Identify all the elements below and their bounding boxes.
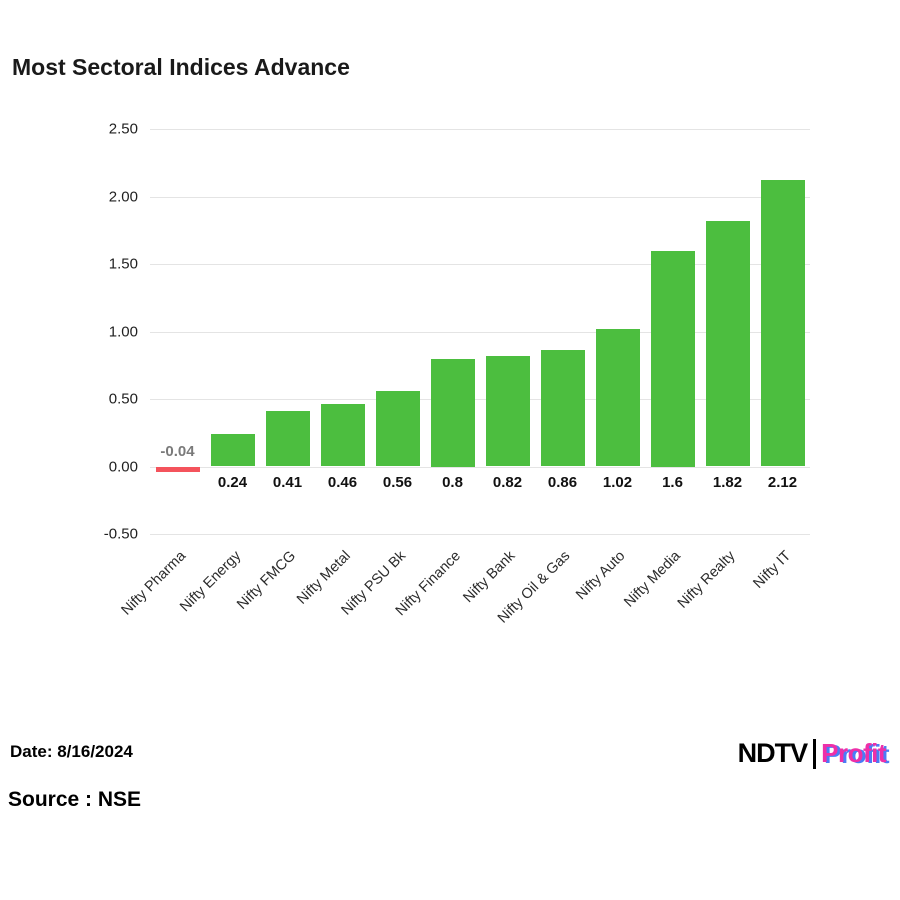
bar (375, 390, 420, 467)
x-category-label-text: Nifty Realty (675, 548, 739, 612)
x-category-label-text: Nifty Bank (460, 548, 519, 607)
bar-value-label: 0.41 (272, 473, 303, 491)
bar (705, 220, 750, 467)
y-tick-label: 2.50 (108, 120, 138, 138)
gridline (150, 534, 810, 535)
bar-value-label: 0.24 (217, 473, 248, 491)
bar-value-label: 1.82 (712, 473, 743, 491)
bar-value-label: 0.86 (547, 473, 578, 491)
y-tick-label: 1.00 (108, 323, 138, 340)
gridline (150, 264, 810, 265)
bar-chart: 2.50 2.00 1.50 1.00 0.50 0.00 -0.50 -0.04 Nifty … (104, 121, 810, 627)
x-category-label-text: Nifty Pharma (118, 548, 189, 619)
ndtv-profit-logo: NDTV Profit (738, 738, 886, 769)
date-label: Date: 8/16/2024 (10, 742, 133, 761)
gridline (150, 129, 810, 130)
bar-value-label: -0.04 (160, 442, 195, 460)
bar (595, 328, 640, 467)
bar-value-label: 0.56 (382, 473, 413, 491)
bar (650, 250, 695, 467)
gridline (150, 399, 810, 400)
bar (155, 466, 200, 472)
bar (210, 434, 255, 467)
x-category-label-text: Nifty IT (750, 548, 794, 592)
bar (540, 350, 585, 467)
bar (320, 404, 365, 467)
y-tick-label: 0.50 (108, 390, 138, 408)
bar (265, 411, 310, 467)
bar-value-label: 0.82 (492, 473, 523, 491)
bar-value-label: 0.46 (327, 473, 358, 491)
y-tick-label: 2.00 (108, 188, 138, 205)
y-tick-label: 1.50 (108, 255, 138, 273)
bar (430, 358, 475, 467)
y-tick-label: -0.50 (103, 525, 138, 543)
gridline (150, 196, 810, 198)
bar-value-label: 2.12 (767, 473, 798, 491)
profit-logo-text: Profit (821, 738, 886, 768)
gridline (150, 466, 810, 468)
gridline (150, 331, 810, 333)
chart-title: Most Sectoral Indices Advance (12, 54, 350, 80)
bar (485, 355, 530, 467)
bar-value-label: 1.6 (662, 473, 683, 491)
source-label: Source : NSE (8, 788, 142, 811)
x-category-label-text: Nifty Media (621, 548, 684, 611)
bar-value-label: 1.02 (602, 473, 633, 491)
x-category-label-text: Nifty Metal (294, 548, 354, 608)
bar (760, 180, 805, 467)
bar-value-label: 0.8 (442, 473, 463, 491)
logo-divider (813, 738, 817, 769)
ndtv-logo-text: NDTV (737, 738, 808, 768)
x-category-label-text: Nifty Auto (573, 548, 629, 604)
y-tick-label: 0.00 (108, 458, 138, 475)
